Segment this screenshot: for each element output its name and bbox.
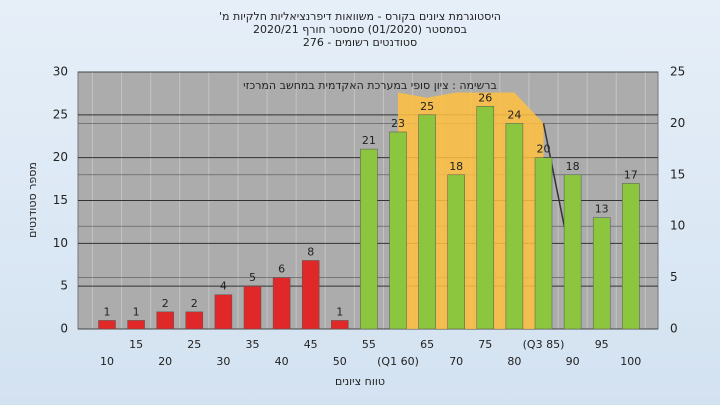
bar xyxy=(243,285,262,330)
x-tick-label: 70 xyxy=(449,355,463,368)
x-tick-label: 75 xyxy=(478,338,492,351)
data-label: 1 xyxy=(336,305,343,318)
y2-tick-label: 25 xyxy=(670,65,685,79)
x-tick-label: 10 xyxy=(100,355,114,368)
data-label: 4 xyxy=(220,280,227,293)
bar xyxy=(185,311,204,330)
y2-tick-label: 0 xyxy=(670,322,678,336)
bar xyxy=(563,174,582,330)
x-tick-label: 40 xyxy=(275,355,289,368)
x-tick-label: 20 xyxy=(158,355,172,368)
bar xyxy=(592,217,611,330)
bar xyxy=(534,157,553,330)
bar xyxy=(505,123,524,330)
y2-tick-label: 15 xyxy=(670,167,685,181)
data-label: 1 xyxy=(104,305,111,318)
x-tick-label: 35 xyxy=(246,338,260,351)
data-label: 21 xyxy=(362,134,376,147)
data-label: 18 xyxy=(449,160,463,173)
x-tick-label: 45 xyxy=(304,338,318,351)
x-tick-label: 15 xyxy=(129,338,143,351)
x-tick-label: 65 xyxy=(420,338,434,351)
bar xyxy=(447,174,465,330)
x-tick-label: 90 xyxy=(566,355,580,368)
y2-tick-label: 20 xyxy=(670,116,685,130)
annotation: ברשימה : ציון סופי במערכת האקדמית במחשב … xyxy=(243,79,497,92)
data-label: 1 xyxy=(133,305,140,318)
bar xyxy=(476,106,495,330)
data-label: 25 xyxy=(420,100,434,113)
y-tick-label: 25 xyxy=(53,107,68,121)
bar xyxy=(622,183,640,330)
x-tick-label: 55 xyxy=(362,338,376,351)
data-label: 8 xyxy=(307,245,314,258)
chart-subtitle: בסמסטר (01/2020) סמסטר חורף 2020/21 xyxy=(253,23,467,36)
y-tick-label: 5 xyxy=(60,279,68,293)
data-label: 17 xyxy=(624,168,638,181)
x-tick-label: (Q1 60) xyxy=(377,355,419,368)
chart-subtitle: סטודנטים רשומים - 276 xyxy=(303,36,417,49)
bar xyxy=(214,294,233,330)
y-tick-label: 10 xyxy=(53,236,68,250)
data-label: 18 xyxy=(566,160,580,173)
y-tick-label: 0 xyxy=(60,322,68,336)
data-label: 2 xyxy=(191,297,198,310)
bar xyxy=(418,114,436,330)
data-label: 24 xyxy=(507,108,521,121)
y-tick-label: 20 xyxy=(53,150,68,164)
bar xyxy=(389,131,407,330)
data-label: 20 xyxy=(537,143,551,156)
data-label: 13 xyxy=(595,203,609,216)
x-tick-label: 50 xyxy=(333,355,347,368)
x-axis-label: טווח ציונים xyxy=(335,375,385,388)
x-tick-label: 100 xyxy=(620,355,641,368)
y2-tick-label: 10 xyxy=(670,219,685,233)
bar xyxy=(156,311,174,330)
y-tick-label: 15 xyxy=(53,193,68,207)
bar xyxy=(98,320,116,330)
x-tick-label: 80 xyxy=(507,355,521,368)
data-label: 26 xyxy=(478,91,492,104)
y2-tick-label: 5 xyxy=(670,270,678,284)
data-label: 23 xyxy=(391,117,405,130)
y-axis-label: מספר סטודנטים xyxy=(26,162,39,238)
y-tick-label: 30 xyxy=(53,65,68,79)
x-tick-label: 95 xyxy=(595,338,609,351)
data-label: 6 xyxy=(278,263,285,276)
bar xyxy=(331,320,349,330)
data-label: 5 xyxy=(249,271,256,284)
x-tick-label: (Q3 85) xyxy=(523,338,565,351)
data-label: 2 xyxy=(162,297,169,310)
x-tick-label: 30 xyxy=(216,355,230,368)
bar xyxy=(272,277,291,330)
bar xyxy=(127,320,145,330)
x-tick-label: 25 xyxy=(187,338,201,351)
bar xyxy=(301,260,320,330)
chart-title: 'היסטוגרמת ציונים בקורס - משוואות דיפרנצ… xyxy=(219,10,501,23)
bar xyxy=(360,148,378,330)
